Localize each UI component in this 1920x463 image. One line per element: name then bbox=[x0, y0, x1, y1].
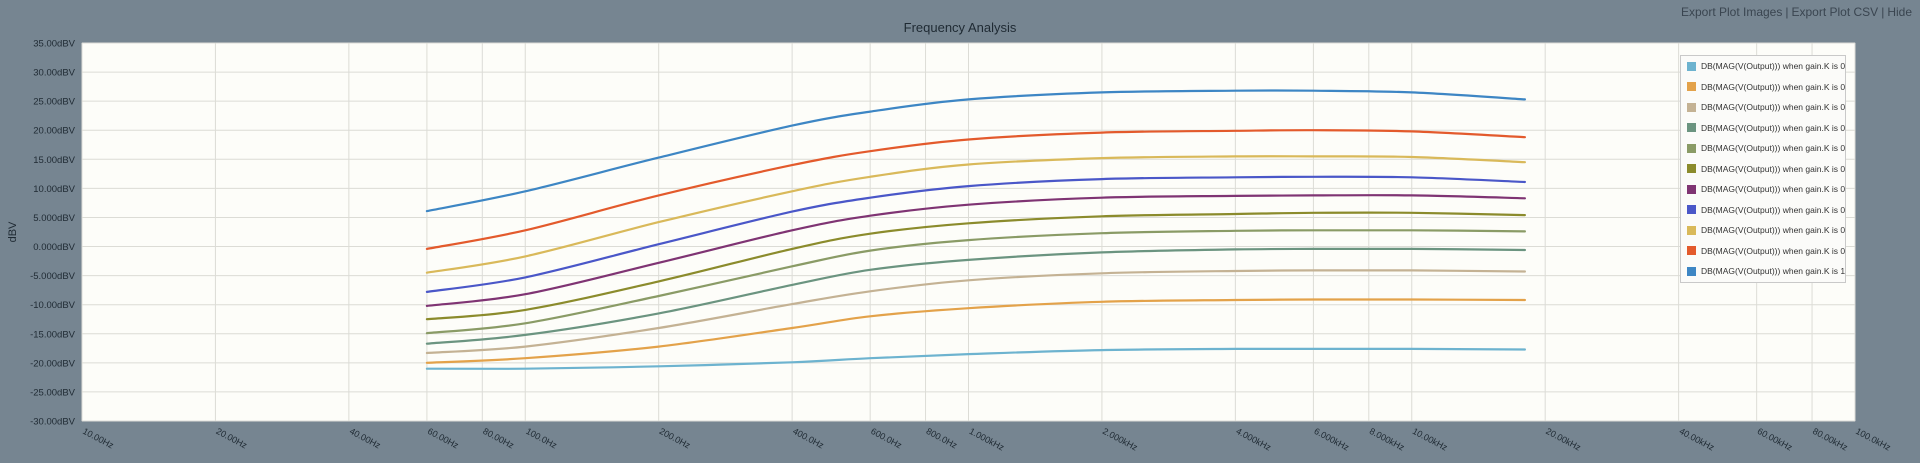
y-axis: 35.00dBV 30.00dBV 25.00dBV 20.00dBV 15.00dBV… bbox=[30, 39, 76, 428]
series-line bbox=[425, 347, 1526, 370]
y-tick-label: -10.00dBV bbox=[30, 300, 76, 311]
y-tick-label: 25.00dBV bbox=[33, 97, 75, 108]
series-line bbox=[425, 155, 1526, 274]
x-tick-label: 6.000kHz bbox=[1312, 426, 1351, 453]
legend-item[interactable]: DB(MAG(V(Output))) when gain.K is 0.2 bbox=[1681, 97, 1845, 118]
y-tick-label: 0.000dBV bbox=[33, 242, 75, 253]
legend-swatch bbox=[1687, 205, 1696, 215]
x-tick-label: 100.0kHz bbox=[1854, 426, 1893, 453]
x-tick-label: 800.0Hz bbox=[925, 426, 960, 451]
y-tick-label: 30.00dBV bbox=[33, 68, 75, 79]
x-tick-label: 40.00kHz bbox=[1678, 426, 1717, 453]
series-line bbox=[425, 89, 1526, 213]
x-tick-label: 2.000kHz bbox=[1101, 426, 1140, 453]
legend-label: DB(MAG(V(Output))) when gain.K is 1 bbox=[1701, 266, 1845, 277]
series-line bbox=[425, 194, 1526, 307]
y-tick-label: -20.00dBV bbox=[30, 358, 76, 369]
legend-label: DB(MAG(V(Output))) when gain.K is 0.1 bbox=[1701, 81, 1845, 92]
legend-label: DB(MAG(V(Output))) when gain.K is 0 bbox=[1701, 61, 1845, 72]
legend-swatch bbox=[1687, 164, 1696, 174]
y-tick-label: 10.00dBV bbox=[33, 184, 75, 195]
legend-label: DB(MAG(V(Output))) when gain.K is 0.6 bbox=[1701, 184, 1845, 195]
x-tick-label: 10.00Hz bbox=[81, 426, 116, 451]
series-line bbox=[425, 175, 1526, 293]
legend-label: DB(MAG(V(Output))) when gain.K is 0.3 bbox=[1701, 122, 1845, 133]
legend-item[interactable]: DB(MAG(V(Output))) when gain.K is 0.7 bbox=[1681, 200, 1845, 221]
legend-item[interactable]: DB(MAG(V(Output))) when gain.K is 0.5 bbox=[1681, 159, 1845, 180]
series-line bbox=[425, 247, 1526, 345]
y-tick-label: -25.00dBV bbox=[30, 387, 76, 398]
y-tick-label: 15.00dBV bbox=[33, 155, 75, 166]
x-tick-label: 1.000kHz bbox=[968, 426, 1007, 453]
legend-swatch bbox=[1687, 184, 1696, 194]
legend-item[interactable]: DB(MAG(V(Output))) when gain.K is 0.4 bbox=[1681, 138, 1845, 159]
y-tick-label: 20.00dBV bbox=[33, 126, 75, 137]
grid bbox=[81, 42, 1856, 422]
y-axis-label: dBV bbox=[7, 221, 19, 242]
x-tick-label: 40.00Hz bbox=[348, 426, 383, 451]
legend-swatch bbox=[1687, 246, 1696, 256]
y-tick-label: -5.000dBV bbox=[30, 271, 76, 282]
legend-swatch bbox=[1687, 143, 1696, 153]
x-tick-label: 20.00kHz bbox=[1544, 426, 1583, 453]
legend-label: DB(MAG(V(Output))) when gain.K is 0.2 bbox=[1701, 102, 1845, 113]
chart-legend: DB(MAG(V(Output))) when gain.K is 0 DB(MA… bbox=[1680, 55, 1846, 283]
legend-label: DB(MAG(V(Output))) when gain.K is 0.9 bbox=[1701, 245, 1845, 256]
x-tick-label: 200.0Hz bbox=[658, 426, 693, 451]
legend-label: DB(MAG(V(Output))) when gain.K is 0.4 bbox=[1701, 143, 1845, 154]
legend-label: DB(MAG(V(Output))) when gain.K is 0.7 bbox=[1701, 204, 1845, 215]
y-tick-label: -30.00dBV bbox=[30, 417, 76, 428]
legend-swatch bbox=[1687, 102, 1696, 112]
legend-item[interactable]: DB(MAG(V(Output))) when gain.K is 0.1 bbox=[1681, 77, 1845, 98]
series-line bbox=[425, 298, 1526, 364]
x-tick-label: 80.00Hz bbox=[481, 426, 516, 451]
x-tick-label: 4.000kHz bbox=[1234, 426, 1273, 453]
export-plot-csv-link[interactable]: Export Plot CSV bbox=[1791, 5, 1879, 19]
legend-swatch bbox=[1687, 82, 1696, 92]
x-tick-label: 10.00kHz bbox=[1411, 426, 1450, 453]
link-separator: | bbox=[1881, 5, 1885, 19]
x-tick-label: 600.0Hz bbox=[869, 426, 904, 451]
legend-swatch bbox=[1687, 61, 1696, 71]
y-tick-label: 5.000dBV bbox=[33, 213, 75, 224]
x-tick-label: 400.0Hz bbox=[791, 426, 826, 451]
legend-swatch bbox=[1687, 225, 1696, 235]
legend-item[interactable]: DB(MAG(V(Output))) when gain.K is 0.6 bbox=[1681, 179, 1845, 200]
legend-item[interactable]: DB(MAG(V(Output))) when gain.K is 1 bbox=[1681, 261, 1845, 282]
x-axis: 10.00Hz 20.00Hz 40.00Hz 60.00Hz 80.00Hz 100.0… bbox=[81, 426, 1893, 453]
legend-swatch bbox=[1687, 123, 1696, 133]
series-lines bbox=[425, 89, 1526, 370]
x-tick-label: 60.00kHz bbox=[1756, 426, 1795, 453]
legend-swatch bbox=[1687, 266, 1696, 276]
legend-item[interactable]: DB(MAG(V(Output))) when gain.K is 0.3 bbox=[1681, 118, 1845, 139]
legend-label: DB(MAG(V(Output))) when gain.K is 0.8 bbox=[1701, 225, 1845, 236]
series-line bbox=[425, 211, 1526, 321]
legend-item[interactable]: DB(MAG(V(Output))) when gain.K is 0.8 bbox=[1681, 220, 1845, 241]
link-separator: | bbox=[1785, 5, 1789, 19]
legend-label: DB(MAG(V(Output))) when gain.K is 0.5 bbox=[1701, 163, 1845, 174]
x-tick-label: 60.00Hz bbox=[426, 426, 461, 451]
export-plot-images-link[interactable]: Export Plot Images bbox=[1680, 5, 1783, 19]
x-tick-label: 100.0Hz bbox=[524, 426, 559, 451]
plot-actions: Export Plot Images | Export Plot CSV | Hide bbox=[1681, 5, 1912, 19]
x-tick-label: 20.00Hz bbox=[214, 426, 249, 451]
x-tick-label: 8.000kHz bbox=[1368, 426, 1407, 453]
hide-link[interactable]: Hide bbox=[1887, 5, 1912, 19]
legend-item[interactable]: DB(MAG(V(Output))) when gain.K is 0.9 bbox=[1681, 241, 1845, 262]
legend-item[interactable]: DB(MAG(V(Output))) when gain.K is 0 bbox=[1681, 56, 1845, 77]
y-tick-label: 35.00dBV bbox=[33, 39, 75, 50]
series-line bbox=[425, 229, 1526, 335]
y-tick-label: -15.00dBV bbox=[30, 329, 76, 340]
x-tick-label: 80.00kHz bbox=[1811, 426, 1850, 453]
series-line bbox=[425, 129, 1526, 250]
chart-title: Frequency Analysis bbox=[904, 20, 1017, 35]
series-line bbox=[425, 269, 1526, 355]
